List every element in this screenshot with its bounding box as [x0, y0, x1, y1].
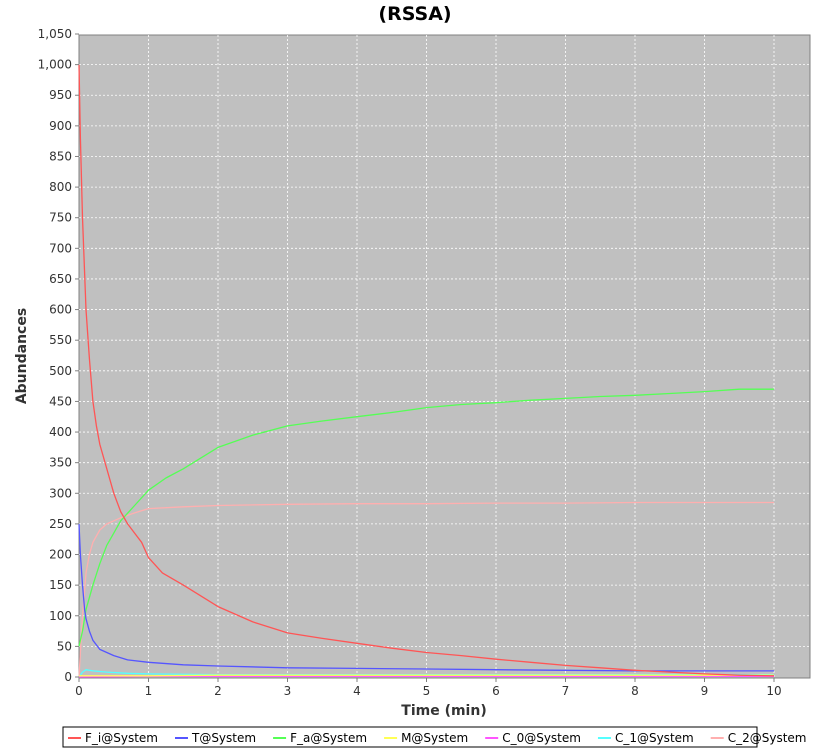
y-tick-label: 350 — [49, 456, 72, 470]
y-axis-label: Abundances — [14, 308, 30, 404]
x-tick-label: 5 — [423, 684, 431, 698]
x-tick-label: 6 — [492, 684, 500, 698]
x-tick-label: 4 — [353, 684, 361, 698]
y-tick-label: 650 — [49, 272, 72, 286]
series-line-f-a-system — [78, 388, 774, 647]
y-tick-label: 400 — [49, 425, 72, 439]
series-line-c-2-system — [78, 501, 774, 678]
legend-label: C_1@System — [615, 731, 694, 745]
y-tick-label: 100 — [49, 609, 72, 623]
x-tick-label: 8 — [631, 684, 639, 698]
x-tick-label: 10 — [766, 684, 781, 698]
legend-label: M@System — [401, 731, 468, 745]
x-tick-label: 3 — [284, 684, 292, 698]
x-tick-label: 0 — [75, 684, 83, 698]
y-tick-label: 1,000 — [38, 58, 72, 72]
series-lines — [78, 64, 775, 678]
y-tick-label: 250 — [49, 517, 72, 531]
x-tick-label: 7 — [562, 684, 570, 698]
legend-label: T@System — [191, 731, 256, 745]
x-axis: 0 1 2 3 4 5 6 7 8 9 10 — [75, 678, 782, 698]
x-tick-label: 9 — [701, 684, 709, 698]
legend: F_i@System T@System F_a@System M@System C_0@… — [62, 726, 807, 748]
y-tick-label: 1,050 — [38, 27, 72, 41]
y-tick-label: 150 — [49, 578, 72, 592]
series-line-c-0-system — [78, 675, 774, 678]
y-tick-label: 850 — [49, 149, 72, 163]
x-tick-label: 2 — [214, 684, 222, 698]
y-tick-label: 900 — [49, 119, 72, 133]
y-tick-label: 750 — [49, 211, 72, 225]
series-line-t-system — [78, 523, 774, 672]
y-tick-label: 550 — [49, 333, 72, 347]
legend-box — [62, 726, 758, 748]
series-line-f-i-system — [78, 64, 775, 677]
y-tick-label: 600 — [49, 303, 72, 317]
legend-label: C_2@System — [728, 731, 807, 745]
chart-title: (RSSA) — [378, 3, 451, 25]
x-tick-label: 1 — [145, 684, 153, 698]
y-axis: 0 50 100 150 200 250 300 350 400 450 500 550 600 650 7… — [38, 27, 79, 684]
x-axis-label: Time (min) — [401, 703, 486, 719]
y-tick-label: 200 — [49, 548, 72, 562]
plot-area — [78, 34, 811, 679]
series-line-m-system — [79, 674, 774, 677]
y-tick-label: 300 — [49, 486, 72, 500]
y-tick-label: 700 — [49, 241, 72, 255]
legend-label: C_0@System — [502, 731, 581, 745]
y-tick-label: 800 — [49, 180, 72, 194]
y-tick-label: 0 — [64, 670, 72, 684]
y-tick-label: 450 — [49, 394, 72, 408]
legend-label: F_i@System — [85, 731, 158, 745]
y-tick-label: 500 — [49, 364, 72, 378]
y-tick-label: 950 — [49, 88, 72, 102]
y-tick-label: 50 — [57, 639, 72, 653]
legend-label: F_a@System — [290, 731, 367, 745]
grid-lines — [79, 35, 810, 678]
